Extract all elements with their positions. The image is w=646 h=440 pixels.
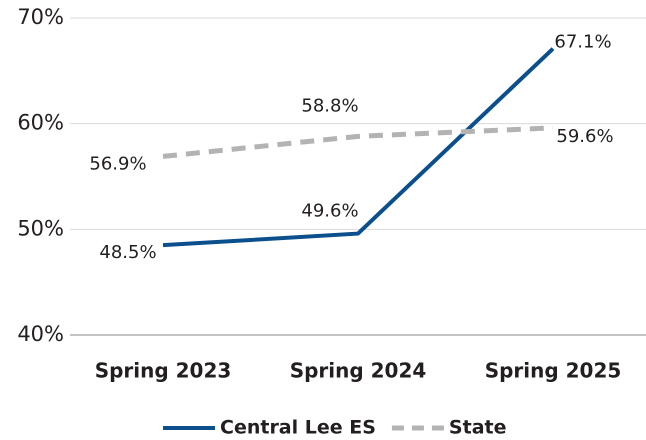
series-line	[162, 125, 554, 159]
data-label: 59.6%	[556, 126, 613, 147]
x-tick-label: Spring 2024	[290, 359, 427, 383]
y-tick-label: 50%	[17, 216, 64, 240]
data-label: 56.9%	[89, 153, 146, 174]
y-tick-label: 70%	[17, 5, 64, 29]
y-tick-label: 40%	[17, 322, 64, 346]
data-label: 48.5%	[99, 242, 156, 263]
data-label: 58.8%	[301, 95, 358, 116]
legend-label: State	[449, 417, 507, 439]
x-tick-label: Spring 2023	[95, 359, 232, 383]
y-tick-label: 60%	[17, 111, 64, 135]
data-label: 49.6%	[301, 201, 358, 222]
legend-label: Central Lee ES	[220, 417, 376, 439]
series-line	[162, 47, 555, 248]
data-label: 67.1%	[554, 32, 611, 53]
x-tick-label: Spring 2025	[485, 359, 622, 383]
